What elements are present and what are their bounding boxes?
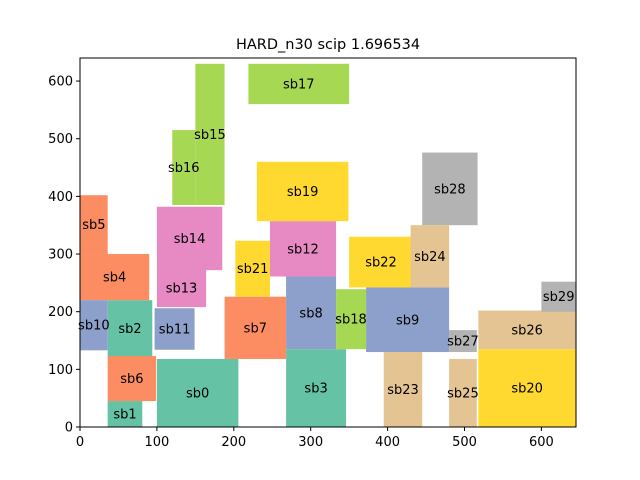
block-labels-layer: sb0 sb1 sb2 sb3 sb4 sb5 sb6 sb7 sb8 sb9 sb10 sb11 sb… — [78, 77, 574, 422]
block-label-sb10: sb10 — [78, 319, 110, 334]
block-label-sb7: sb7 — [244, 321, 267, 336]
block-sb18 — [336, 289, 367, 350]
block-sb23 — [383, 352, 423, 427]
block-label-sb9: sb9 — [396, 313, 419, 328]
block-label-sb28: sb28 — [434, 182, 466, 197]
chart-title: HARD_n30 scip 1.696534 — [236, 37, 420, 53]
block-label-sb24: sb24 — [414, 250, 446, 265]
block-label-sb4: sb4 — [103, 271, 126, 286]
x-tick-label: 200 — [221, 435, 246, 450]
block-label-sb16: sb16 — [168, 161, 200, 176]
block-sb24 — [410, 225, 450, 288]
block-sb10 — [80, 300, 108, 351]
block-sb2 — [107, 300, 153, 357]
block-label-sb6: sb6 — [120, 372, 143, 387]
block-sb17 — [248, 63, 350, 105]
block-sb27 — [449, 330, 477, 353]
block-label-sb25: sb25 — [447, 386, 479, 401]
block-sb14 — [156, 206, 223, 271]
block-sb12 — [269, 221, 337, 277]
block-label-sb27: sb27 — [447, 335, 479, 350]
y-tick-label: 300 — [48, 248, 73, 263]
block-label-sb14: sb14 — [174, 232, 206, 247]
block-sb20 — [478, 349, 576, 427]
block-sb8 — [286, 276, 337, 350]
x-tick-label: 300 — [298, 435, 323, 450]
block-label-sb5: sb5 — [82, 218, 105, 233]
block-sb22 — [349, 236, 413, 288]
block-label-sb19: sb19 — [287, 185, 319, 200]
block-sb26 — [478, 310, 576, 350]
blocks-layer — [80, 63, 576, 427]
block-sb11 — [154, 308, 195, 350]
y-tick-label: 600 — [48, 75, 73, 90]
block-label-sb3: sb3 — [304, 382, 327, 397]
y-tick-label: 200 — [48, 305, 73, 320]
y-tick-label: 0 — [65, 421, 73, 436]
plot-frame — [79, 57, 577, 428]
block-sb9 — [366, 287, 450, 353]
block-sb6 — [107, 356, 157, 402]
block-label-sb8: sb8 — [299, 306, 322, 321]
x-tick-label: 500 — [452, 435, 477, 450]
block-label-sb13: sb13 — [166, 281, 198, 296]
x-axis-ticks: 0 100 200 300 400 500 600 — [76, 427, 554, 450]
block-sb1 — [107, 401, 143, 427]
block-label-sb23: sb23 — [387, 383, 419, 398]
block-sb15 — [195, 63, 225, 206]
x-tick-label: 600 — [529, 435, 554, 450]
block-sb4 — [80, 254, 150, 301]
block-label-sb20: sb20 — [511, 382, 543, 397]
block-label-sb21: sb21 — [237, 262, 269, 277]
block-sb13 — [156, 268, 207, 308]
y-tick-label: 400 — [48, 190, 73, 205]
x-tick-label: 400 — [375, 435, 400, 450]
y-tick-label: 500 — [48, 132, 73, 147]
block-sb21 — [235, 240, 270, 297]
block-label-sb1: sb1 — [113, 408, 136, 423]
block-sb25 — [449, 358, 477, 427]
block-sb28 — [422, 152, 478, 226]
block-sb5 — [80, 195, 108, 255]
block-sb7 — [224, 296, 287, 359]
x-tick-label: 0 — [76, 435, 84, 450]
block-sb19 — [256, 161, 349, 222]
y-tick-label: 100 — [48, 363, 73, 378]
block-label-sb12: sb12 — [287, 242, 319, 257]
block-sb29 — [541, 281, 576, 312]
block-label-sb2: sb2 — [118, 322, 141, 337]
block-label-sb11: sb11 — [159, 322, 191, 337]
y-axis-ticks: 0 100 200 300 400 500 600 — [48, 75, 80, 436]
block-label-sb15: sb15 — [194, 128, 226, 143]
block-sb0 — [156, 358, 239, 427]
block-label-sb22: sb22 — [365, 256, 397, 271]
block-label-sb17: sb17 — [283, 77, 315, 92]
block-label-sb0: sb0 — [186, 386, 209, 401]
block-label-sb18: sb18 — [335, 313, 367, 328]
block-sb3 — [286, 349, 347, 427]
x-tick-label: 100 — [144, 435, 169, 450]
block-label-sb26: sb26 — [511, 323, 543, 338]
block-sb16 — [172, 130, 196, 206]
block-label-sb29: sb29 — [543, 290, 575, 305]
